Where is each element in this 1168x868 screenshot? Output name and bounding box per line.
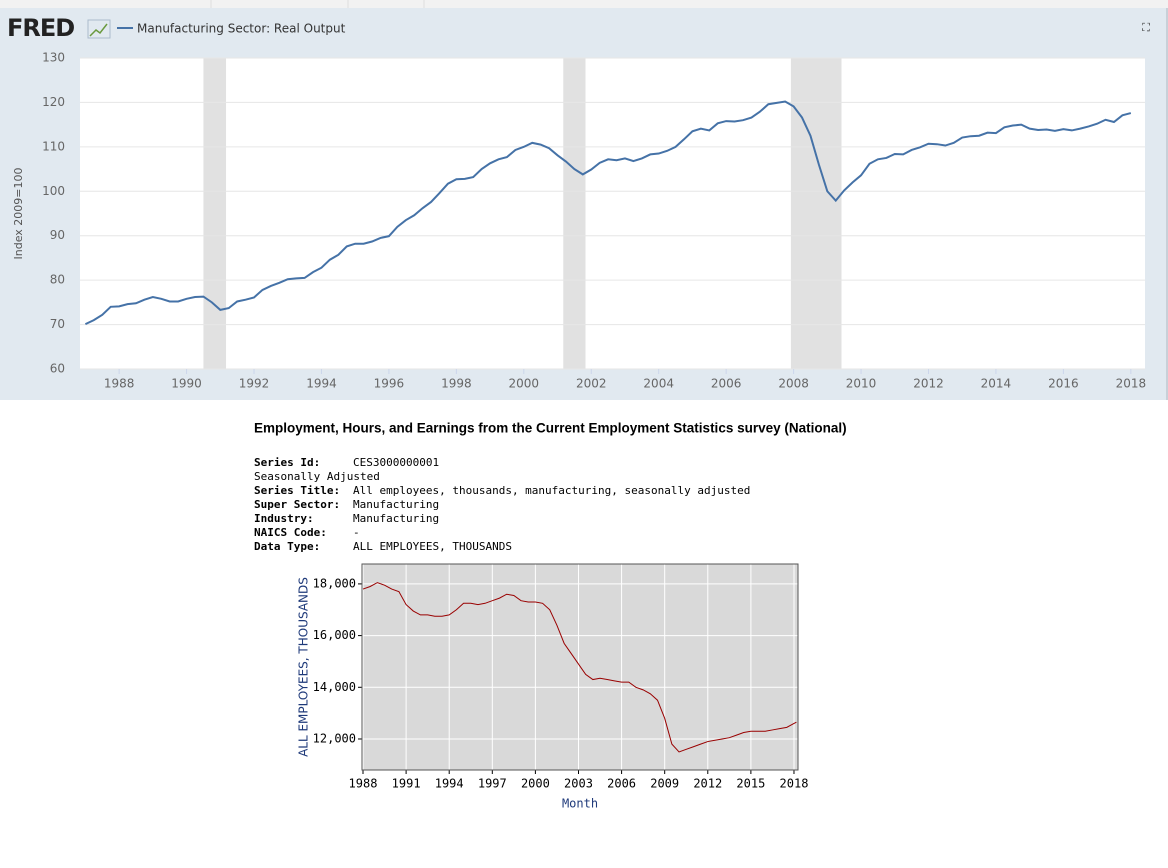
y-tick-label: 90 — [50, 228, 65, 242]
info-label: NAICS Code: — [254, 526, 327, 539]
x-tick-label: 2006 — [711, 377, 742, 391]
x-tick-label: 2010 — [846, 377, 877, 391]
info-value: CES3000000001 — [353, 456, 439, 469]
x-tick-label: 1992 — [239, 377, 270, 391]
x-tick-label: 2000 — [521, 777, 550, 791]
x-tick-label: 1996 — [374, 377, 405, 391]
x-tick-label: 2018 — [780, 777, 809, 791]
info-value: ALL EMPLOYEES, THOUSANDS — [353, 540, 512, 553]
y-axis-title: Index 2009=100 — [12, 168, 25, 260]
info-label: Data Type: — [254, 540, 320, 553]
x-tick-label: 2012 — [693, 777, 722, 791]
info-value: All employees, thousands, manufacturing,… — [353, 484, 750, 497]
x-tick-label: 1994 — [435, 777, 464, 791]
y-tick-label: 130 — [42, 51, 65, 65]
x-tick-label: 2003 — [564, 777, 593, 791]
y-tick-label: 14,000 — [313, 680, 356, 694]
info-label: Super Sector: — [254, 498, 340, 511]
y-tick-label: 120 — [42, 95, 65, 109]
x-tick-label: 2004 — [643, 377, 674, 391]
x-tick-label: 1994 — [306, 377, 337, 391]
x-tick-label: 2012 — [913, 377, 944, 391]
x-tick-label: 1998 — [441, 377, 472, 391]
tab-strip — [0, 0, 1168, 8]
x-tick-label: 2008 — [778, 377, 809, 391]
y-axis-title: ALL EMPLOYEES, THOUSANDS — [297, 577, 311, 757]
x-tick-label: 2014 — [981, 377, 1012, 391]
survey-title: Employment, Hours, and Earnings from the… — [254, 421, 847, 436]
logo-icon — [89, 23, 108, 37]
x-tick-label: 2018 — [1116, 377, 1147, 391]
recession-band — [563, 58, 586, 369]
logo-icon-frame — [87, 19, 111, 39]
x-tick-label: 1988 — [104, 377, 135, 391]
x-tick-label: 1988 — [349, 777, 378, 791]
x-axis-title: Month — [562, 797, 598, 811]
info-value: - — [353, 526, 360, 539]
fullscreen-button[interactable]: ⛶ — [1142, 21, 1150, 34]
info-label: Industry: — [254, 512, 314, 525]
info-label: Series Id: — [254, 456, 320, 469]
info-value: Manufacturing — [353, 498, 439, 511]
y-tick-label: 12,000 — [313, 731, 356, 745]
plot-border — [361, 563, 799, 771]
info-text: Seasonally Adjusted — [254, 470, 380, 483]
y-tick-label: 100 — [42, 184, 65, 198]
y-tick-label: 16,000 — [313, 628, 356, 642]
y-tick-label: 110 — [42, 139, 65, 153]
plot-area — [80, 58, 1145, 369]
legend-label: Manufacturing Sector: Real Output — [137, 22, 346, 36]
recession-band — [203, 58, 227, 369]
x-tick-label: 2016 — [1048, 377, 1079, 391]
x-tick-label: 1990 — [171, 377, 202, 391]
y-tick-label: 80 — [50, 273, 65, 287]
x-tick-label: 2006 — [607, 777, 636, 791]
x-tick-label: 1997 — [478, 777, 507, 791]
x-tick-label: 2009 — [650, 777, 679, 791]
series-line — [84, 100, 1132, 326]
y-tick-label: 60 — [50, 362, 65, 376]
info-label: Series Title: — [254, 484, 340, 497]
scrollbar — [1166, 8, 1168, 400]
fred-logo[interactable]: FRED — [7, 14, 75, 42]
x-tick-label: 2002 — [576, 377, 607, 391]
x-tick-label: 2000 — [509, 377, 540, 391]
y-tick-label: 18,000 — [313, 576, 356, 590]
x-tick-label: 2015 — [736, 777, 765, 791]
series-line — [362, 582, 797, 753]
y-tick-label: 70 — [50, 317, 65, 331]
x-tick-label: 1991 — [392, 777, 421, 791]
info-value: Manufacturing — [353, 512, 439, 525]
recession-band — [790, 58, 842, 369]
